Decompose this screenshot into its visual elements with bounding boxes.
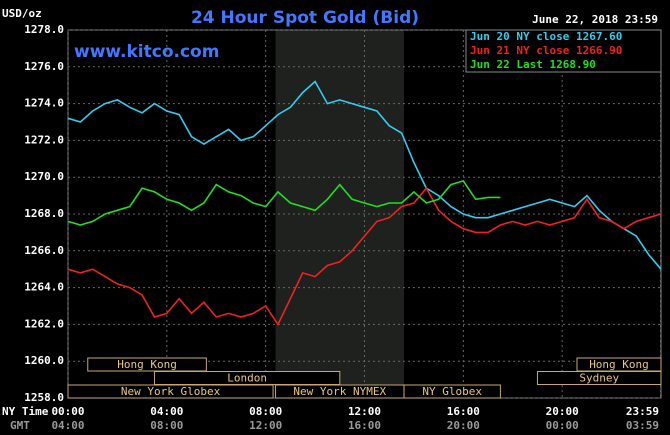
x2-tick-label: 00:00 <box>546 419 579 432</box>
y-tick-label: 1262.0 <box>24 317 64 330</box>
session-label: Hong Kong <box>589 358 649 371</box>
y-tick-label: 1258.0 <box>24 391 64 404</box>
session-box <box>67 384 274 399</box>
session-box <box>87 357 207 372</box>
legend-entry: Jun 22 Last 1268.90 <box>470 58 596 71</box>
x-tick-label: 08:00 <box>249 405 282 418</box>
x-tick-label: 20:00 <box>546 405 579 418</box>
chart-title: 24 Hour Spot Gold (Bid) <box>191 8 419 28</box>
x2-tick-label: 04:00 <box>51 419 84 432</box>
session-label: Sydney <box>579 372 619 385</box>
y-tick-label: 1278.0 <box>24 23 64 36</box>
session-label: NY Globex <box>422 385 482 398</box>
session-label: New York Globex <box>121 385 221 398</box>
x-tick-label: 12:00 <box>348 405 381 418</box>
session-label: New York NYMEX <box>293 385 386 398</box>
session-label: London <box>227 372 267 385</box>
series-line <box>67 179 501 226</box>
y-tick-label: 1260.0 <box>24 354 64 367</box>
series-line <box>67 186 662 327</box>
x2-tick-label: 20:00 <box>447 419 480 432</box>
x-axis-label: NY Time <box>2 405 49 418</box>
legend-entry: Jun 21 NY close 1266.90 <box>470 44 622 57</box>
y-tick-label: 1274.0 <box>24 97 64 110</box>
x2-tick-label: 16:00 <box>348 419 381 432</box>
session-label: Hong Kong <box>117 358 177 371</box>
x-tick-label: 23:59 <box>626 405 659 418</box>
session-box <box>403 384 501 399</box>
x-tick-label: 00:00 <box>51 405 84 418</box>
x2-tick-label: 12:00 <box>249 419 282 432</box>
y-tick-label: 1264.0 <box>24 281 64 294</box>
y-tick-label: 1276.0 <box>24 60 64 73</box>
series-line <box>67 80 662 270</box>
y-tick-label: 1270.0 <box>24 170 64 183</box>
y-tick-label: 1266.0 <box>24 244 64 257</box>
x2-axis-label: GMT <box>10 419 30 432</box>
x2-tick-label: 08:00 <box>150 419 183 432</box>
legend-entry: Jun 20 NY close 1267.60 <box>470 30 622 43</box>
y-tick-label: 1272.0 <box>24 133 64 146</box>
x2-tick-label: 03:59 <box>626 419 659 432</box>
session-box <box>536 371 662 385</box>
legend-box <box>465 29 662 73</box>
y-tick-label: 1268.0 <box>24 207 64 220</box>
timestamp: June 22, 2018 23:59 <box>532 13 658 26</box>
website: www.kitco.com <box>74 42 219 62</box>
x-tick-label: 04:00 <box>150 405 183 418</box>
y-axis-label: USD/oz <box>2 7 42 20</box>
x-tick-label: 16:00 <box>447 405 480 418</box>
